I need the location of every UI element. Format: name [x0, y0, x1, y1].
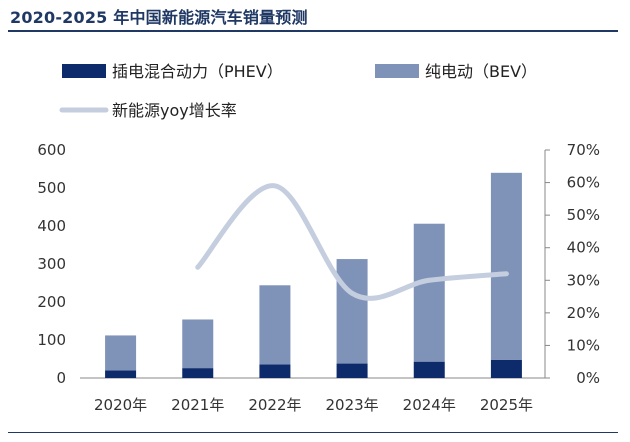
y-right-tick-label: 0%	[576, 369, 600, 387]
legend-label-3: 新能源yoy增长率	[112, 101, 237, 120]
bar-bev	[105, 335, 137, 371]
y-right-tick-label: 40%	[567, 239, 600, 257]
x-tick-label: 2020年	[94, 396, 147, 414]
y-right-tick-label: 20%	[567, 304, 600, 322]
bar-bev	[413, 223, 445, 362]
y-left-tick-label: 200	[37, 293, 66, 311]
x-tick-label: 2022年	[248, 396, 301, 414]
y-left-tick-label: 100	[37, 331, 66, 349]
bar-bev	[336, 259, 368, 364]
y-left-tick-label: 0	[56, 369, 66, 387]
x-tick-label: 2024年	[403, 396, 456, 414]
legend-swatch-1	[62, 64, 106, 78]
y-right-tick-label: 30%	[567, 271, 600, 289]
y-left-tick-label: 600	[37, 141, 66, 159]
x-tick-label: 2025年	[480, 396, 533, 414]
y-right-tick-label: 70%	[567, 141, 600, 159]
x-tick-label: 2021年	[171, 396, 224, 414]
growth-rate-line	[195, 183, 509, 301]
bar-phev	[259, 364, 291, 378]
x-tick-label: 2023年	[325, 396, 378, 414]
chart-title: 2020-2025 年中国新能源汽车销量预测	[10, 8, 308, 27]
legend-label-1: 插电混合动力（PHEV）	[112, 62, 283, 81]
bar-phev	[105, 370, 137, 378]
title-divider	[8, 30, 618, 32]
y-left-tick-label: 500	[37, 179, 66, 197]
bar-phev	[490, 359, 522, 378]
y-left-tick-label: 300	[37, 255, 66, 273]
y-right-tick-label: 50%	[567, 206, 600, 224]
y-right-tick-label: 10%	[567, 336, 600, 354]
bar-phev	[182, 368, 214, 378]
bar-bev	[259, 285, 291, 365]
bar-bev	[182, 319, 214, 369]
legend-label-2: 纯电动（BEV）	[425, 62, 537, 81]
bar-bev	[490, 172, 522, 360]
bar-phev	[413, 361, 445, 378]
y-right-tick-label: 60%	[567, 174, 600, 192]
bottom-divider	[8, 432, 618, 433]
y-left-tick-label: 400	[37, 217, 66, 235]
bar-phev	[336, 363, 368, 378]
legend-swatch-2	[375, 64, 419, 78]
